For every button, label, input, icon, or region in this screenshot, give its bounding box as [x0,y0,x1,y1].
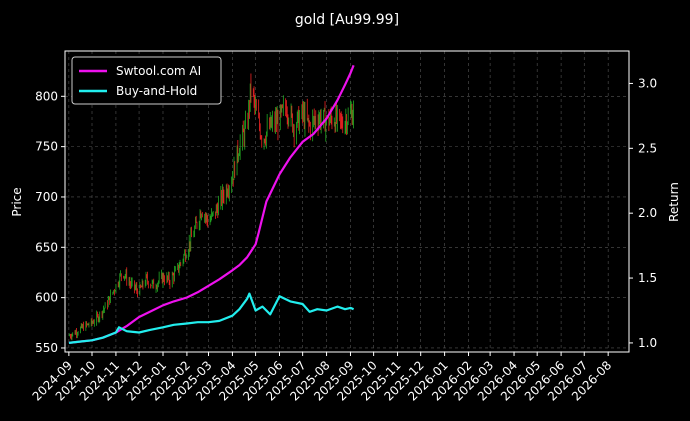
left-axis-label: Price [10,187,24,216]
left-tick-label-1: 600 [35,291,58,305]
right-tick-label-1: 1.5 [638,271,657,285]
plot-frame [64,50,630,353]
x-axis: 2024-092024-102024-112024-122025-012025-… [30,352,614,404]
series-line-buy-and-hold [68,292,355,344]
left-tick-label-3: 700 [35,190,58,204]
right-tick-label-0: 1.0 [638,336,657,350]
left-tick-label-4: 750 [35,140,58,154]
right-y-axis: 1.0 1.5 2.0 2.5 3.0 [629,76,657,350]
right-axis-label: Return [667,182,681,222]
right-tick-label-4: 3.0 [638,76,657,90]
chart-title: gold [Au99.99] [295,12,399,28]
left-tick-label-0: 550 [35,341,58,355]
right-tick-label-2: 2.0 [638,206,657,220]
legend-label-bh: Buy-and-Hold [116,84,197,98]
right-tick-label-3: 2.5 [638,141,657,155]
grid-lines [65,51,629,352]
return-lines [68,64,355,344]
left-tick-label-5: 800 [35,89,58,103]
series-line-swtool-ai [68,64,355,344]
legend-label-ai: Swtool.com AI [116,64,201,78]
legend-box [71,56,222,105]
left-tick-label-2: 650 [35,240,58,254]
left-y-axis: 550 600 650 700 750 800 [35,89,65,355]
price-candles [69,73,354,341]
legend: Swtool.com AI Buy-and-Hold [71,56,222,105]
